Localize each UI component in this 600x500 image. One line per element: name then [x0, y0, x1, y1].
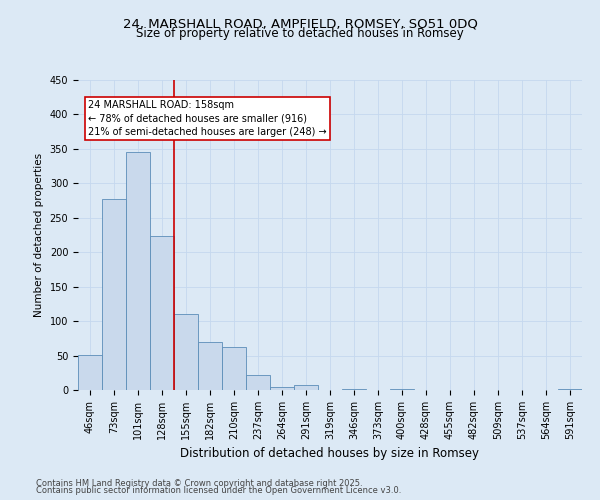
Bar	[150, 236, 174, 390]
Text: 24 MARSHALL ROAD: 158sqm
← 78% of detached houses are smaller (916)
21% of semi-: 24 MARSHALL ROAD: 158sqm ← 78% of detach…	[88, 100, 327, 136]
Bar	[102, 199, 126, 390]
Bar	[222, 346, 246, 390]
Bar	[294, 385, 318, 390]
Text: Contains public sector information licensed under the Open Government Licence v3: Contains public sector information licen…	[36, 486, 401, 495]
Text: Contains HM Land Registry data © Crown copyright and database right 2025.: Contains HM Land Registry data © Crown c…	[36, 478, 362, 488]
Bar	[342, 388, 366, 390]
X-axis label: Distribution of detached houses by size in Romsey: Distribution of detached houses by size …	[181, 448, 479, 460]
Bar	[198, 342, 222, 390]
Bar	[126, 152, 150, 390]
Bar	[246, 375, 270, 390]
Bar	[270, 386, 294, 390]
Bar	[174, 314, 198, 390]
Text: Size of property relative to detached houses in Romsey: Size of property relative to detached ho…	[136, 28, 464, 40]
Text: 24, MARSHALL ROAD, AMPFIELD, ROMSEY, SO51 0DQ: 24, MARSHALL ROAD, AMPFIELD, ROMSEY, SO5…	[122, 18, 478, 30]
Bar	[78, 355, 102, 390]
Y-axis label: Number of detached properties: Number of detached properties	[34, 153, 44, 317]
Bar	[558, 388, 582, 390]
